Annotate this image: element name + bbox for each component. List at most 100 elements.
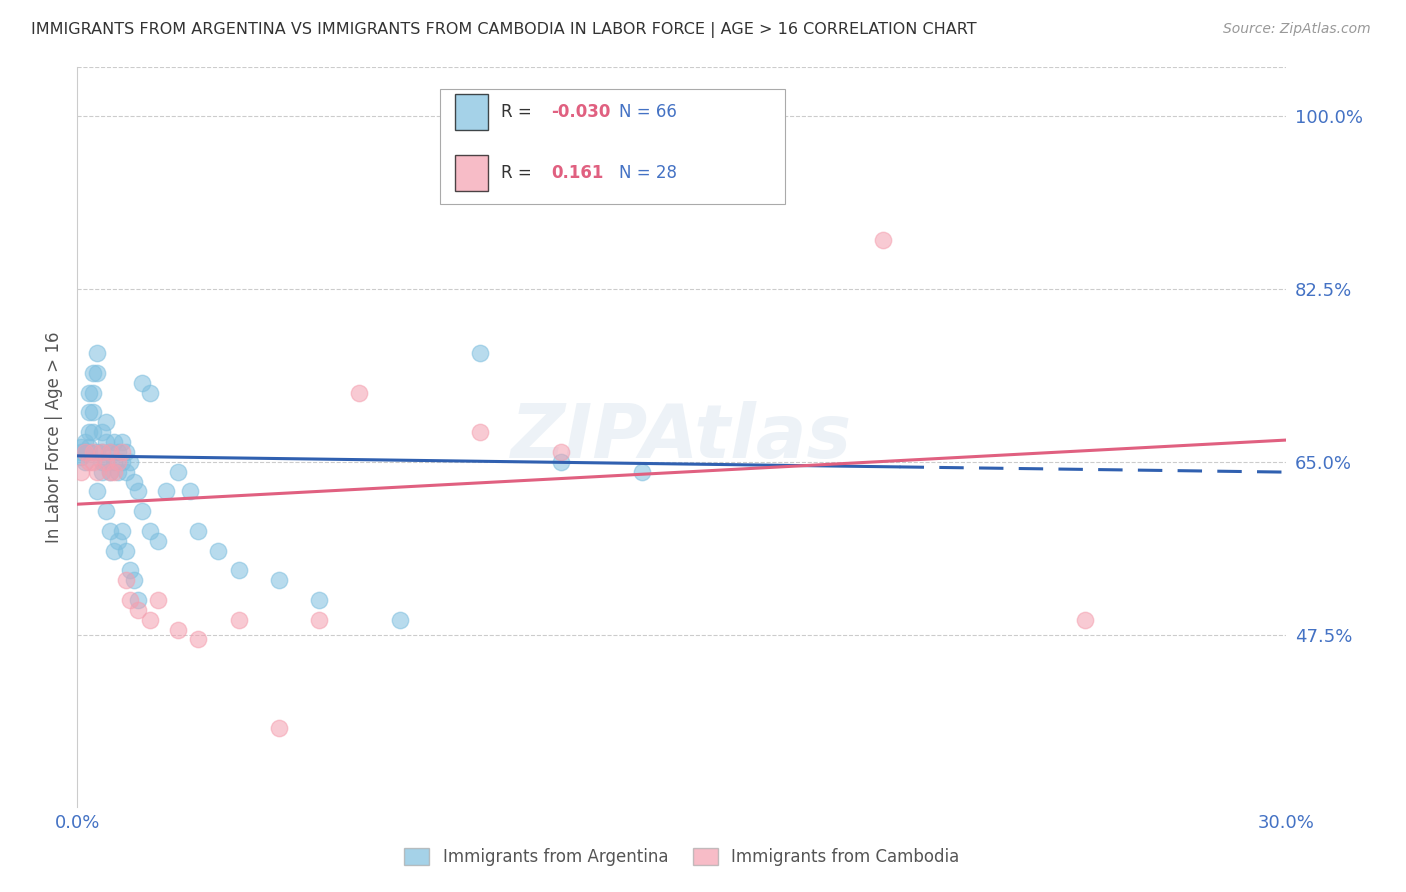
- Point: [103, 455, 125, 469]
- Point: [122, 573, 145, 587]
- Point: [94, 455, 117, 469]
- Point: [630, 465, 652, 479]
- Text: IMMIGRANTS FROM ARGENTINA VS IMMIGRANTS FROM CAMBODIA IN LABOR FORCE | AGE > 16 : IMMIGRANTS FROM ARGENTINA VS IMMIGRANTS …: [31, 22, 977, 38]
- Point: [308, 593, 330, 607]
- Point: [349, 385, 371, 400]
- Point: [98, 465, 121, 479]
- Point: [131, 376, 153, 390]
- Point: [228, 613, 250, 627]
- Point: [139, 385, 162, 400]
- Point: [111, 524, 134, 538]
- Text: N = 28: N = 28: [619, 164, 678, 182]
- Point: [79, 440, 101, 454]
- Point: [127, 484, 149, 499]
- Point: [103, 465, 125, 479]
- Point: [75, 435, 97, 450]
- Point: [98, 445, 121, 459]
- Point: [111, 445, 134, 459]
- Legend: Immigrants from Argentina, Immigrants from Cambodia: Immigrants from Argentina, Immigrants fr…: [398, 841, 966, 873]
- Point: [90, 445, 112, 459]
- FancyBboxPatch shape: [440, 89, 785, 204]
- Point: [267, 573, 290, 587]
- Point: [167, 623, 190, 637]
- Point: [82, 385, 104, 400]
- Point: [207, 543, 229, 558]
- Point: [127, 593, 149, 607]
- Point: [127, 603, 149, 617]
- Point: [228, 563, 250, 577]
- FancyBboxPatch shape: [454, 155, 488, 191]
- Text: N = 66: N = 66: [619, 103, 676, 121]
- Point: [122, 475, 145, 489]
- Point: [94, 435, 117, 450]
- Point: [267, 721, 290, 735]
- Point: [146, 593, 169, 607]
- Point: [308, 613, 330, 627]
- Point: [75, 445, 97, 459]
- Point: [118, 455, 141, 469]
- Point: [114, 573, 136, 587]
- Point: [94, 415, 117, 429]
- Point: [90, 445, 112, 459]
- Point: [98, 445, 121, 459]
- Point: [470, 346, 492, 360]
- Point: [111, 435, 134, 450]
- Point: [1074, 613, 1097, 627]
- Point: [550, 445, 572, 459]
- Point: [94, 504, 117, 518]
- Point: [167, 465, 190, 479]
- Point: [107, 465, 129, 479]
- Point: [111, 455, 134, 469]
- Point: [118, 593, 141, 607]
- Point: [79, 445, 101, 459]
- Text: R =: R =: [501, 164, 541, 182]
- Point: [107, 533, 129, 548]
- Text: 0.161: 0.161: [551, 164, 603, 182]
- Point: [75, 455, 97, 469]
- Text: Source: ZipAtlas.com: Source: ZipAtlas.com: [1223, 22, 1371, 37]
- Point: [70, 450, 93, 464]
- Point: [79, 385, 101, 400]
- Point: [114, 445, 136, 459]
- Point: [107, 455, 129, 469]
- Point: [550, 455, 572, 469]
- Point: [388, 613, 411, 627]
- Point: [146, 533, 169, 548]
- Point: [155, 484, 177, 499]
- Point: [139, 613, 162, 627]
- Point: [139, 524, 162, 538]
- Point: [103, 543, 125, 558]
- Point: [82, 366, 104, 380]
- Point: [79, 455, 101, 469]
- Point: [75, 445, 97, 459]
- FancyBboxPatch shape: [454, 95, 488, 130]
- Point: [179, 484, 201, 499]
- Point: [94, 455, 117, 469]
- Y-axis label: In Labor Force | Age > 16: In Labor Force | Age > 16: [45, 331, 63, 543]
- Point: [872, 233, 894, 247]
- Text: ZIPAtlas: ZIPAtlas: [512, 401, 852, 474]
- Point: [107, 445, 129, 459]
- Point: [98, 465, 121, 479]
- Point: [82, 455, 104, 469]
- Point: [86, 445, 108, 459]
- Point: [470, 425, 492, 439]
- Point: [86, 346, 108, 360]
- Point: [98, 524, 121, 538]
- Point: [82, 405, 104, 419]
- Point: [75, 445, 97, 459]
- Point: [70, 465, 93, 479]
- Text: -0.030: -0.030: [551, 103, 610, 121]
- Point: [86, 484, 108, 499]
- Point: [70, 445, 93, 459]
- Point: [82, 425, 104, 439]
- Point: [187, 524, 209, 538]
- Point: [103, 435, 125, 450]
- Text: R =: R =: [501, 103, 537, 121]
- Point: [114, 465, 136, 479]
- Point: [79, 405, 101, 419]
- Point: [86, 366, 108, 380]
- Point: [118, 563, 141, 577]
- Point: [70, 440, 93, 454]
- Point: [79, 425, 101, 439]
